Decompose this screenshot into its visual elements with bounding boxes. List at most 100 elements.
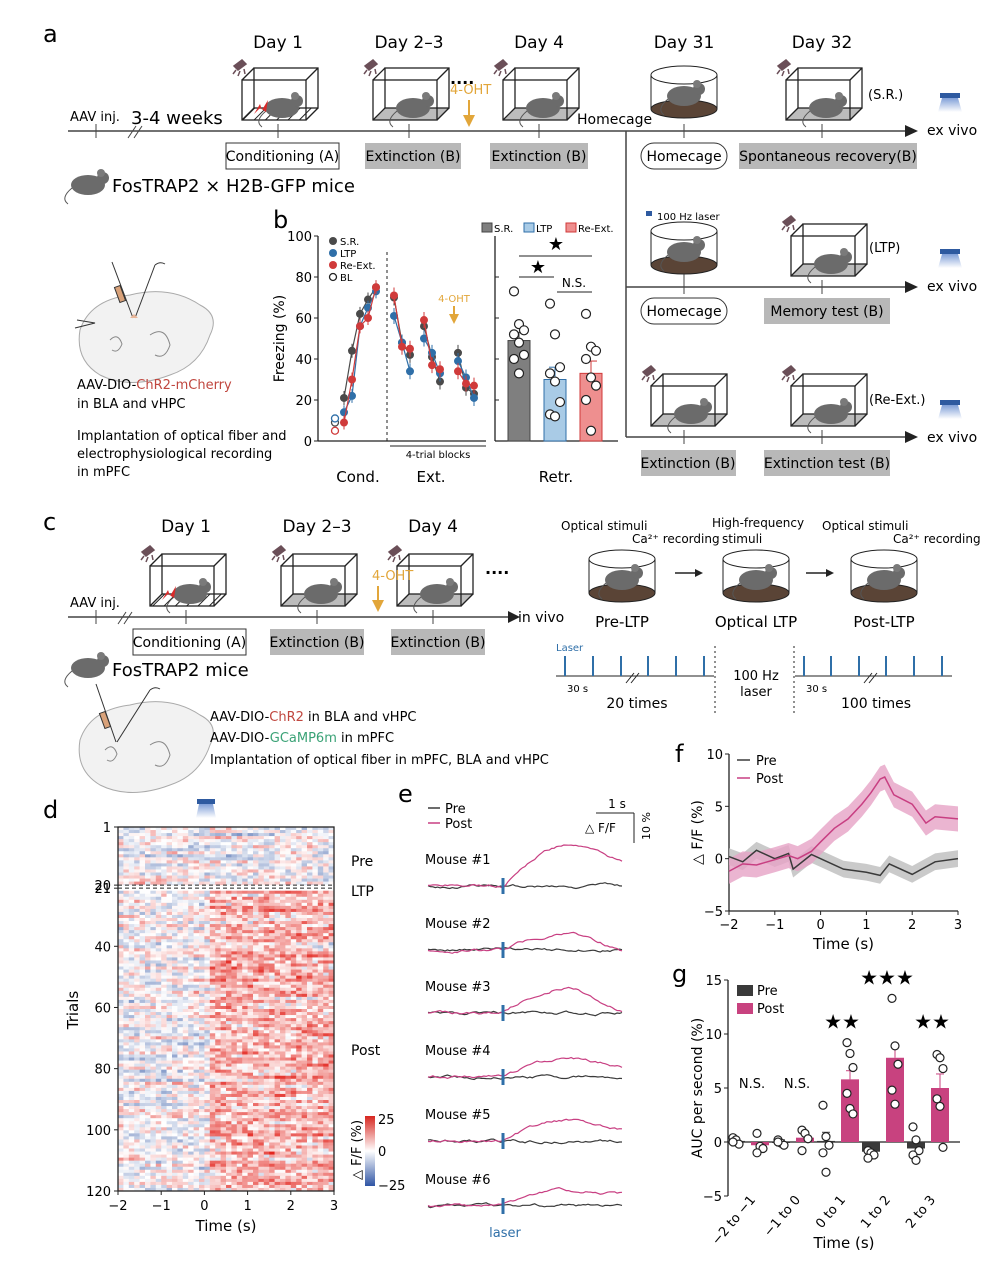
heatmap-cell (199, 1005, 205, 1010)
heatmap-cell (307, 908, 313, 913)
heatmap-cell (204, 1124, 211, 1128)
heatmap-cell (263, 1027, 270, 1031)
heatmap-cell (231, 1069, 238, 1073)
heatmap-cell (247, 1002, 254, 1007)
heatmap-cell (296, 866, 302, 870)
heatmap-cell (204, 1081, 211, 1086)
heatmap-cell (317, 951, 324, 955)
heatmap-cell (317, 1069, 324, 1073)
heatmap-cell (296, 1027, 302, 1031)
heatmap-cell (193, 963, 200, 967)
heatmap-cell (258, 969, 265, 973)
heatmap-cell (193, 1075, 200, 1080)
heatmap-cell (188, 1100, 194, 1104)
cage-icon (232, 59, 319, 128)
heatmap-cell (258, 1063, 265, 1067)
heatmap-cell (317, 842, 324, 846)
heatmap-cell (253, 872, 259, 876)
heatmap-cell (215, 1154, 221, 1158)
heatmap-cell (242, 1103, 248, 1107)
heatmap-cell (323, 1115, 329, 1119)
heatmap-cell (145, 911, 151, 916)
heatmap-cell (193, 866, 200, 870)
heatmap-cell (258, 1100, 265, 1104)
heatmap-cell (323, 881, 329, 885)
heatmap-cell (258, 1133, 265, 1137)
heatmap-cell (145, 1166, 151, 1171)
heatmap-cell (209, 1148, 216, 1152)
heatmap-cell (155, 1066, 162, 1070)
heatmap-cell (280, 905, 286, 910)
heatmap-cell (274, 1072, 281, 1077)
heatmap-cell (172, 1048, 178, 1052)
heatmap-cell (128, 914, 135, 919)
heatmap-cell (328, 851, 335, 855)
heatmap-cell (182, 969, 189, 973)
heatmap-cell (134, 1036, 140, 1040)
heatmap-cell (263, 1160, 270, 1164)
heatmap-cell (220, 993, 227, 998)
heatmap-cell (193, 945, 200, 949)
heatmap-cell (301, 1018, 308, 1022)
heatmap-cell (328, 1139, 335, 1143)
heatmap-cell (215, 1002, 221, 1007)
heatmap-cell (242, 878, 248, 882)
heatmap-cell (312, 1139, 319, 1143)
heatmap-cell (307, 984, 313, 989)
heatmap-cell (253, 1042, 259, 1046)
heatmap-cell (188, 866, 194, 870)
heatmap-cell (263, 948, 270, 952)
heatmap-cell (204, 951, 211, 955)
heatmap-cell (307, 899, 313, 904)
heatmap-cell (139, 848, 146, 852)
heatmap-cell (253, 1142, 259, 1146)
heatmap-cell (296, 905, 302, 910)
heatmap-cell (312, 918, 319, 922)
heatmap-cell (301, 1002, 308, 1007)
heatmap-cell (285, 890, 292, 895)
heatmap-cell (290, 1115, 297, 1119)
heatmap-cell (269, 836, 275, 840)
heatmap-cell (301, 960, 308, 964)
heatmap-cell (215, 951, 221, 955)
heatmap-cell (317, 1042, 324, 1046)
heatmap-cell (166, 1054, 173, 1058)
heatmap-cell (199, 1157, 205, 1161)
heatmap-cell (247, 863, 254, 867)
heatmap-cell (317, 1157, 324, 1161)
heatmap-cell (312, 1012, 319, 1016)
heatmap-cell (220, 957, 227, 961)
heatmap-cell (215, 857, 221, 861)
heatmap-cell (134, 942, 140, 946)
heatmap-cell (161, 951, 167, 955)
heatmap-cell (296, 1024, 302, 1028)
heatmap-cell (242, 854, 248, 858)
heatmap-cell (274, 969, 281, 973)
heatmap-cell (134, 969, 140, 973)
heatmap-cell (150, 1036, 157, 1040)
heatmap-cell (177, 1163, 184, 1168)
heatmap-cell (312, 839, 319, 843)
heatmap-cell (139, 1160, 146, 1164)
heatmap-cell (215, 1109, 221, 1113)
heatmap-cell (123, 1078, 130, 1083)
heatmap-cell (177, 1039, 184, 1043)
heatmap-cell (199, 1045, 205, 1049)
heatmap-cell (307, 1063, 313, 1067)
heatmap-cell (307, 872, 313, 876)
heatmap-cell (263, 1033, 270, 1037)
heatmap-cell (204, 999, 211, 1004)
heatmap-cell (172, 848, 178, 852)
heatmap-cell (193, 999, 200, 1004)
heatmap-cell (172, 1142, 178, 1146)
heatmap-cell (215, 830, 221, 834)
heatmap-cell (317, 839, 324, 843)
heatmap-cell (236, 857, 243, 861)
heatmap-cell (128, 1106, 135, 1110)
heatmap-cell (150, 1018, 157, 1022)
heatmap-cell (123, 957, 130, 961)
heatmap-cell (301, 878, 308, 882)
heatmap-cell (161, 954, 167, 958)
heatmap-cell (236, 1096, 243, 1101)
heatmap-cell (226, 942, 232, 946)
